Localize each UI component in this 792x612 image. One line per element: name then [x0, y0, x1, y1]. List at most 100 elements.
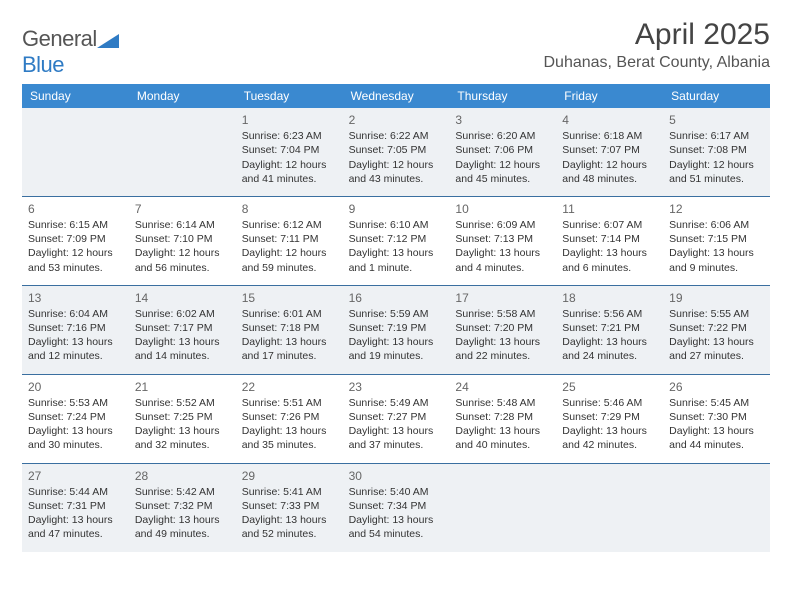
logo-triangle-icon	[97, 32, 119, 48]
daylight-line: and 43 minutes.	[349, 172, 444, 186]
month-title: April 2025	[543, 18, 770, 52]
day-number: 21	[135, 379, 230, 395]
daylight-line: and 19 minutes.	[349, 349, 444, 363]
daylight-line: and 47 minutes.	[28, 527, 123, 541]
day-number: 23	[349, 379, 444, 395]
sunset-line: Sunset: 7:29 PM	[562, 410, 657, 424]
calendar-cell: 29Sunrise: 5:41 AMSunset: 7:33 PMDayligh…	[236, 464, 343, 552]
calendar-cell: 5Sunrise: 6:17 AMSunset: 7:08 PMDaylight…	[663, 108, 770, 197]
sunrise-line: Sunrise: 6:12 AM	[242, 218, 337, 232]
day-number: 7	[135, 201, 230, 217]
daylight-line: and 56 minutes.	[135, 261, 230, 275]
logo-text: GeneralBlue	[22, 26, 119, 78]
daylight-line: Daylight: 13 hours	[562, 335, 657, 349]
daylight-line: and 32 minutes.	[135, 438, 230, 452]
calendar-cell: 9Sunrise: 6:10 AMSunset: 7:12 PMDaylight…	[343, 197, 450, 286]
day-number: 11	[562, 201, 657, 217]
sunset-line: Sunset: 7:14 PM	[562, 232, 657, 246]
day-number: 30	[349, 468, 444, 484]
daylight-line: Daylight: 13 hours	[455, 246, 550, 260]
daylight-line: Daylight: 13 hours	[135, 513, 230, 527]
daylight-line: Daylight: 12 hours	[562, 158, 657, 172]
daylight-line: Daylight: 13 hours	[28, 513, 123, 527]
daylight-line: and 24 minutes.	[562, 349, 657, 363]
sunset-line: Sunset: 7:13 PM	[455, 232, 550, 246]
header: GeneralBlue April 2025 Duhanas, Berat Co…	[22, 18, 770, 78]
daylight-line: Daylight: 13 hours	[349, 335, 444, 349]
daylight-line: and 27 minutes.	[669, 349, 764, 363]
sunrise-line: Sunrise: 6:18 AM	[562, 129, 657, 143]
day-number: 8	[242, 201, 337, 217]
calendar-cell: 21Sunrise: 5:52 AMSunset: 7:25 PMDayligh…	[129, 375, 236, 464]
sunset-line: Sunset: 7:16 PM	[28, 321, 123, 335]
day-number: 1	[242, 112, 337, 128]
sunset-line: Sunset: 7:17 PM	[135, 321, 230, 335]
sunset-line: Sunset: 7:26 PM	[242, 410, 337, 424]
day-number: 9	[349, 201, 444, 217]
sunset-line: Sunset: 7:24 PM	[28, 410, 123, 424]
daylight-line: Daylight: 13 hours	[28, 335, 123, 349]
sunrise-line: Sunrise: 5:40 AM	[349, 485, 444, 499]
sunset-line: Sunset: 7:08 PM	[669, 143, 764, 157]
calendar-cell: 1Sunrise: 6:23 AMSunset: 7:04 PMDaylight…	[236, 108, 343, 197]
weekday-header: Saturday	[663, 84, 770, 108]
daylight-line: Daylight: 12 hours	[349, 158, 444, 172]
daylight-line: and 59 minutes.	[242, 261, 337, 275]
day-number: 6	[28, 201, 123, 217]
day-number: 25	[562, 379, 657, 395]
daylight-line: Daylight: 12 hours	[135, 246, 230, 260]
sunset-line: Sunset: 7:15 PM	[669, 232, 764, 246]
sunrise-line: Sunrise: 5:49 AM	[349, 396, 444, 410]
sunset-line: Sunset: 7:20 PM	[455, 321, 550, 335]
calendar-cell: 16Sunrise: 5:59 AMSunset: 7:19 PMDayligh…	[343, 286, 450, 375]
calendar-cell: 3Sunrise: 6:20 AMSunset: 7:06 PMDaylight…	[449, 108, 556, 197]
daylight-line: Daylight: 13 hours	[28, 424, 123, 438]
sunrise-line: Sunrise: 5:44 AM	[28, 485, 123, 499]
daylight-line: Daylight: 13 hours	[349, 424, 444, 438]
calendar-cell: 8Sunrise: 6:12 AMSunset: 7:11 PMDaylight…	[236, 197, 343, 286]
sunrise-line: Sunrise: 5:51 AM	[242, 396, 337, 410]
calendar-grid: SundayMondayTuesdayWednesdayThursdayFrid…	[22, 84, 770, 552]
sunset-line: Sunset: 7:06 PM	[455, 143, 550, 157]
weekday-header: Monday	[129, 84, 236, 108]
weekday-header: Friday	[556, 84, 663, 108]
day-number: 19	[669, 290, 764, 306]
sunrise-line: Sunrise: 5:41 AM	[242, 485, 337, 499]
sunrise-line: Sunrise: 6:10 AM	[349, 218, 444, 232]
daylight-line: and 9 minutes.	[669, 261, 764, 275]
daylight-line: and 30 minutes.	[28, 438, 123, 452]
weekday-header: Wednesday	[343, 84, 450, 108]
daylight-line: and 14 minutes.	[135, 349, 230, 363]
daylight-line: and 52 minutes.	[242, 527, 337, 541]
day-number: 17	[455, 290, 550, 306]
calendar-cell: 22Sunrise: 5:51 AMSunset: 7:26 PMDayligh…	[236, 375, 343, 464]
sunrise-line: Sunrise: 5:48 AM	[455, 396, 550, 410]
daylight-line: Daylight: 13 hours	[349, 513, 444, 527]
sunrise-line: Sunrise: 5:58 AM	[455, 307, 550, 321]
daylight-line: and 51 minutes.	[669, 172, 764, 186]
daylight-line: Daylight: 13 hours	[135, 335, 230, 349]
daylight-line: Daylight: 13 hours	[669, 246, 764, 260]
daylight-line: Daylight: 13 hours	[349, 246, 444, 260]
calendar-cell: 27Sunrise: 5:44 AMSunset: 7:31 PMDayligh…	[22, 464, 129, 552]
day-number: 22	[242, 379, 337, 395]
daylight-line: Daylight: 13 hours	[242, 424, 337, 438]
sunset-line: Sunset: 7:34 PM	[349, 499, 444, 513]
day-number: 27	[28, 468, 123, 484]
weekday-header: Tuesday	[236, 84, 343, 108]
calendar-cell: 11Sunrise: 6:07 AMSunset: 7:14 PMDayligh…	[556, 197, 663, 286]
daylight-line: and 40 minutes.	[455, 438, 550, 452]
calendar-cell: 28Sunrise: 5:42 AMSunset: 7:32 PMDayligh…	[129, 464, 236, 552]
sunrise-line: Sunrise: 6:23 AM	[242, 129, 337, 143]
calendar-cell: 30Sunrise: 5:40 AMSunset: 7:34 PMDayligh…	[343, 464, 450, 552]
sunset-line: Sunset: 7:05 PM	[349, 143, 444, 157]
calendar-cell: 2Sunrise: 6:22 AMSunset: 7:05 PMDaylight…	[343, 108, 450, 197]
sunrise-line: Sunrise: 5:42 AM	[135, 485, 230, 499]
sunrise-line: Sunrise: 6:22 AM	[349, 129, 444, 143]
sunset-line: Sunset: 7:11 PM	[242, 232, 337, 246]
sunset-line: Sunset: 7:32 PM	[135, 499, 230, 513]
logo: GeneralBlue	[22, 26, 119, 78]
daylight-line: and 42 minutes.	[562, 438, 657, 452]
day-number: 15	[242, 290, 337, 306]
daylight-line: and 1 minute.	[349, 261, 444, 275]
